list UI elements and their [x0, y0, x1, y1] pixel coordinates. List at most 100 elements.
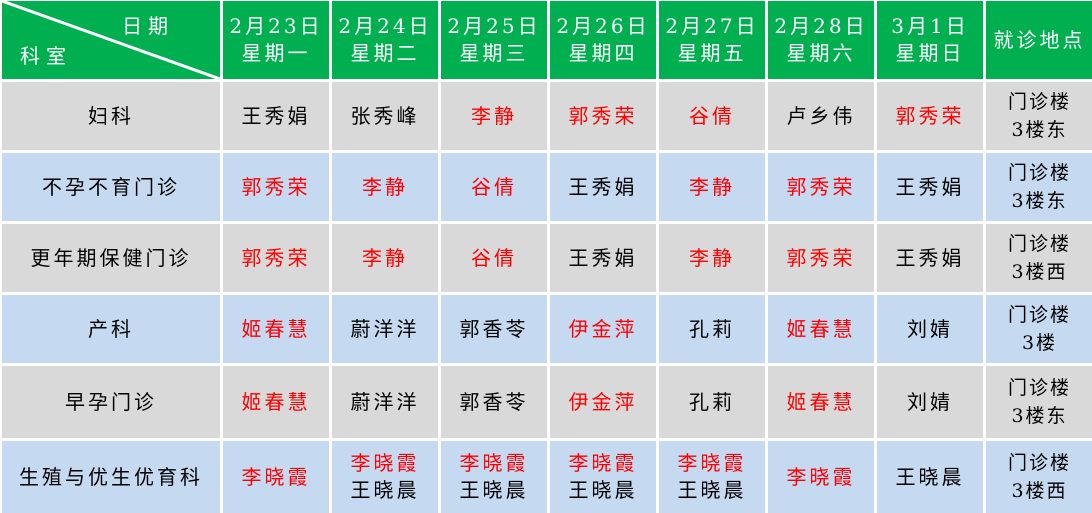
department-name: 不孕不育门诊: [2, 153, 220, 221]
department-name: 生殖与优生优育科: [2, 441, 220, 513]
doctor-name: 李静: [362, 174, 408, 199]
location-line: 3楼西: [1011, 261, 1068, 283]
day-header-cell: 2月27日星期五: [659, 1, 765, 79]
doctor-name: 蔚洋洋: [350, 389, 420, 414]
location-cell: 门诊楼 3楼东: [986, 366, 1092, 438]
location-line: 门诊楼: [1007, 162, 1071, 184]
day-header-cell: 2月25日 星期三: [441, 1, 547, 79]
schedule-cell: 李静: [332, 224, 438, 292]
doctor-name: 郭秀荣: [895, 103, 965, 128]
doctor-name: 姬春慧: [786, 316, 856, 341]
doctor-name: 姬春慧: [241, 389, 311, 414]
schedule-cell: 郭秀荣: [877, 82, 983, 150]
location-line: 门诊楼: [1007, 304, 1071, 326]
schedule-cell: 李晓霞 王晓晨: [659, 441, 765, 513]
department-name: 妇科: [2, 82, 220, 150]
schedule-cell: 伊金萍: [550, 366, 656, 438]
day-weekday: 星期五: [677, 41, 747, 65]
schedule-cell: 刘婧: [877, 366, 983, 438]
schedule-cell: 刘婧: [877, 295, 983, 363]
schedule-cell: 王秀娟: [877, 224, 983, 292]
doctor-name: 张秀峰: [350, 103, 420, 128]
doctor-name: 刘婧: [907, 316, 953, 341]
schedule-cell: 李静: [332, 153, 438, 221]
doctor-name: 李晓霞: [350, 451, 420, 475]
schedule-cell: 王秀娟: [550, 224, 656, 292]
day-date: 3月1日: [891, 14, 969, 38]
doctor-name: 孔莉: [689, 316, 735, 341]
doctor-name: 孔莉: [689, 389, 735, 414]
schedule-cell: 李晓霞 王晓晨: [332, 441, 438, 513]
doctor-name: 谷倩: [689, 103, 735, 128]
department-name: 产科: [2, 295, 220, 363]
doctor-name: 李晓霞: [459, 451, 529, 475]
doctor-name: 姬春慧: [786, 389, 856, 414]
schedule-cell: 李晓霞: [768, 441, 874, 513]
schedule-cell: 李静: [659, 224, 765, 292]
location-cell: 门诊楼 3楼东: [986, 82, 1092, 150]
doctor-name: 谷倩: [471, 174, 517, 199]
day-date: 2月28日: [774, 14, 868, 38]
schedule-cell: 李静: [441, 82, 547, 150]
doctor-name: 蔚洋洋: [350, 316, 420, 341]
day-header-cell: 2月24日 星期二: [332, 1, 438, 79]
department-name: 早孕门诊: [2, 366, 220, 438]
schedule-cell: 郭秀荣: [223, 153, 329, 221]
doctor-name: 王秀娟: [895, 174, 965, 199]
doctor-name: 王秀娟: [895, 245, 965, 270]
schedule-cell: 李静: [659, 153, 765, 221]
day-date: 2月23日: [229, 14, 323, 38]
schedule-cell: 姬春慧: [223, 366, 329, 438]
doctor-name: 王秀娟: [568, 174, 638, 199]
schedule-cell: 王秀娟: [223, 82, 329, 150]
schedule-cell: 孔莉: [659, 366, 765, 438]
schedule-cell: 王秀娟: [877, 153, 983, 221]
doctor-name: 郭秀荣: [241, 174, 311, 199]
schedule-cell: 王秀娟: [550, 153, 656, 221]
doctor-name: 李静: [362, 245, 408, 270]
day-header-cell: 2月26日星期四: [550, 1, 656, 79]
schedule-cell: 郭秀荣: [550, 82, 656, 150]
schedule-cell: 李晓霞: [223, 441, 329, 513]
day-weekday: 星期日: [895, 41, 965, 65]
schedule-cell: 蔚洋洋: [332, 295, 438, 363]
schedule-cell: 谷倩: [441, 153, 547, 221]
doctor-name: 王晓晨: [350, 478, 420, 502]
location-line: 3楼东: [1011, 405, 1068, 427]
doctor-name: 王秀娟: [568, 245, 638, 270]
doctor-name: 刘婧: [907, 389, 953, 414]
day-date: 2月26日: [556, 14, 650, 38]
location-line: 门诊楼: [1007, 377, 1071, 399]
day-header-cell: 2月28日 星期六: [768, 1, 874, 79]
doctor-name: 谷倩: [471, 245, 517, 270]
diagonal-divider: [2, 1, 220, 79]
schedule-cell: 王晓晨: [877, 441, 983, 513]
schedule-cell: 蔚洋洋: [332, 366, 438, 438]
day-date: 2月27日: [665, 14, 759, 38]
doctor-name: 李静: [689, 245, 735, 270]
doctor-name: 李晓霞: [241, 464, 311, 489]
location-line: 门诊楼: [1007, 91, 1071, 113]
day-weekday: 星期四: [568, 41, 638, 65]
day-date: 2月25日: [447, 14, 541, 38]
schedule-cell: 姬春慧: [223, 295, 329, 363]
day-header-cell: 3月1日星期日: [877, 1, 983, 79]
schedule-cell: 谷倩: [659, 82, 765, 150]
schedule-cell: 张秀峰: [332, 82, 438, 150]
schedule-cell: 郭香苓: [441, 366, 547, 438]
schedule-cell: 李晓霞 王晓晨: [550, 441, 656, 513]
doctor-name: 郭秀荣: [241, 245, 311, 270]
location-line: 门诊楼: [1007, 452, 1071, 474]
location-cell: 门诊楼 3楼: [986, 295, 1092, 363]
schedule-cell: 郭秀荣: [223, 224, 329, 292]
doctor-name: 郭秀荣: [568, 103, 638, 128]
day-weekday: 星期二: [350, 41, 420, 65]
schedule-cell: 卢乡伟: [768, 82, 874, 150]
doctor-name: 郭香苓: [459, 389, 529, 414]
location-line: 3楼东: [1011, 190, 1068, 212]
schedule-cell: 郭秀荣: [768, 224, 874, 292]
day-header-cell: 2月23日 星期一: [223, 1, 329, 79]
schedule-cell: 姬春慧: [768, 295, 874, 363]
doctor-name: 伊金萍: [568, 389, 638, 414]
